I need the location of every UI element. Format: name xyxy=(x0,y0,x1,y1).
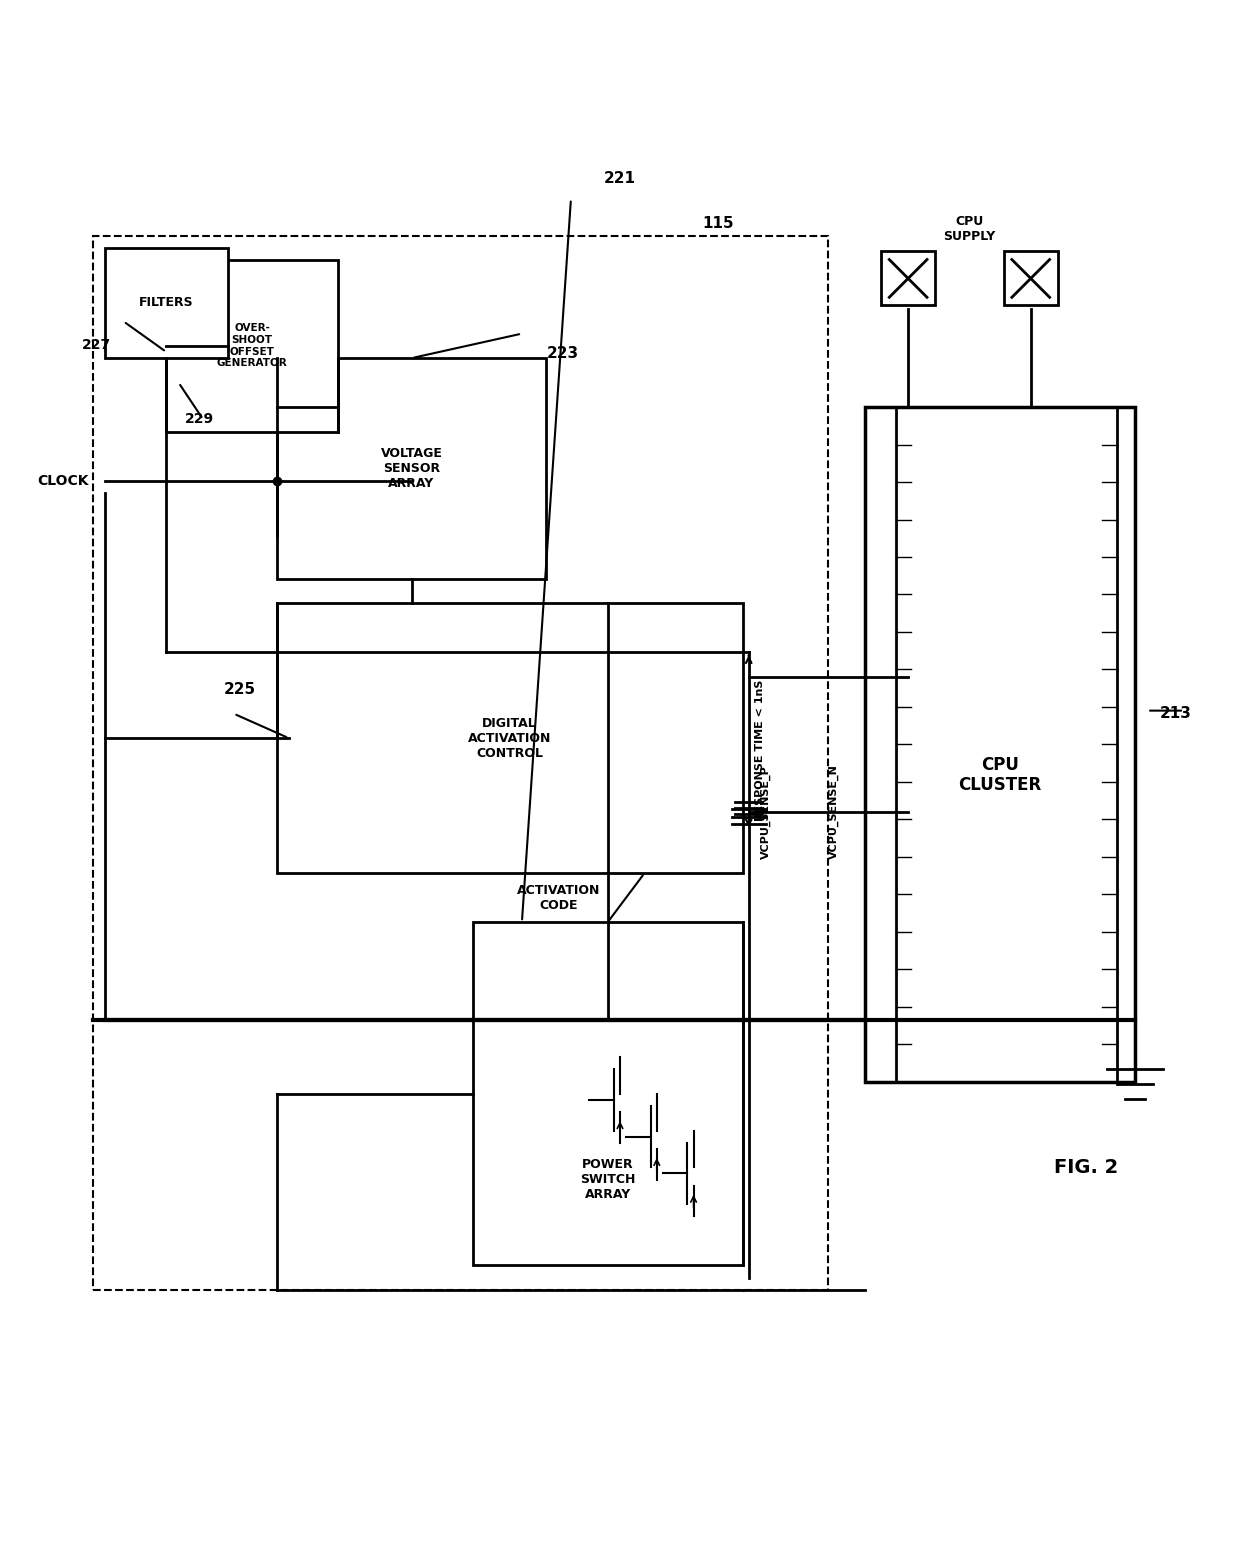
Text: 223: 223 xyxy=(547,346,579,361)
FancyBboxPatch shape xyxy=(1003,251,1058,305)
Text: OVER-
SHOOT
OFFSET
GENERATOR: OVER- SHOOT OFFSET GENERATOR xyxy=(217,324,288,369)
FancyBboxPatch shape xyxy=(866,408,1135,1082)
Text: VOLTAGE
SENSOR
ARRAY: VOLTAGE SENSOR ARRAY xyxy=(381,446,443,490)
Text: 115: 115 xyxy=(702,215,734,231)
Text: CLOCK: CLOCK xyxy=(37,474,89,488)
FancyBboxPatch shape xyxy=(105,248,228,358)
Text: CPU
SUPPLY: CPU SUPPLY xyxy=(944,215,996,243)
FancyBboxPatch shape xyxy=(166,260,339,432)
Text: 227: 227 xyxy=(82,338,112,352)
Text: VCPU_SENSE_P: VCPU_SENSE_P xyxy=(761,764,771,859)
FancyBboxPatch shape xyxy=(277,603,743,873)
Text: RESPONSE TIME < 1nS: RESPONSE TIME < 1nS xyxy=(755,680,765,822)
Text: CPU
CLUSTER: CPU CLUSTER xyxy=(959,755,1042,795)
Text: ACTIVATION
CODE: ACTIVATION CODE xyxy=(517,883,600,911)
FancyBboxPatch shape xyxy=(277,358,547,578)
Text: 213: 213 xyxy=(1159,707,1192,721)
Text: VCPU_SENSE_N: VCPU_SENSE_N xyxy=(828,764,838,859)
Text: FIG. 2: FIG. 2 xyxy=(1054,1158,1118,1176)
Text: 225: 225 xyxy=(224,682,255,696)
Text: POWER
SWITCH
ARRAY: POWER SWITCH ARRAY xyxy=(580,1158,635,1201)
Text: 229: 229 xyxy=(185,412,213,426)
Text: 221: 221 xyxy=(604,172,636,186)
FancyBboxPatch shape xyxy=(882,251,935,305)
Text: FILTERS: FILTERS xyxy=(139,296,193,310)
Text: DIGITAL
ACTIVATION
CONTROL: DIGITAL ACTIVATION CONTROL xyxy=(467,716,552,760)
FancyBboxPatch shape xyxy=(472,922,743,1265)
